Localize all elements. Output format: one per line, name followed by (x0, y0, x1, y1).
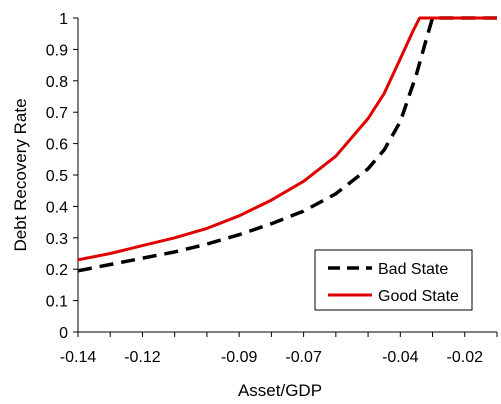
x-tick-label: -0.04 (382, 349, 419, 366)
x-tick-label: -0.09 (221, 349, 258, 366)
y-tick-label: 0.3 (46, 231, 68, 248)
y-tick-label: 0.1 (46, 294, 68, 311)
x-axis-label: Asset/GDP (238, 381, 322, 400)
legend-label-bad-state: Bad State (378, 261, 448, 278)
y-tick-label: 0.9 (46, 42, 68, 59)
y-tick-label: 0.4 (46, 199, 68, 216)
series-line-good-state (77, 16, 497, 262)
x-tick-label: -0.14 (60, 349, 97, 366)
series-line-bad-state (77, 16, 497, 273)
plot-area: 0 0.1 0.2 0.3 0.4 0.5 0.6 0.7 0.8 0.9 1 -0.14 -0.12 -… (46, 11, 498, 366)
y-tick-label: 0.7 (46, 105, 68, 122)
y-tick-label: 0.2 (46, 262, 68, 279)
y-tick-label: 0 (59, 325, 68, 342)
legend-box (314, 249, 473, 311)
legend-label-good-state: Good State (378, 288, 459, 305)
legend: Bad State Good State (314, 249, 473, 311)
y-tick-label: 0.8 (46, 74, 68, 91)
y-axis-label: Debt Recovery Rate (11, 98, 30, 251)
y-tick-label: 0.5 (46, 168, 68, 185)
x-tick-label: -0.07 (285, 349, 322, 366)
y-tick-label: 0.6 (46, 137, 68, 154)
y-tick-label: 1 (59, 11, 68, 28)
x-tick-label: -0.12 (124, 349, 161, 366)
x-tick-label: -0.02 (447, 349, 484, 366)
